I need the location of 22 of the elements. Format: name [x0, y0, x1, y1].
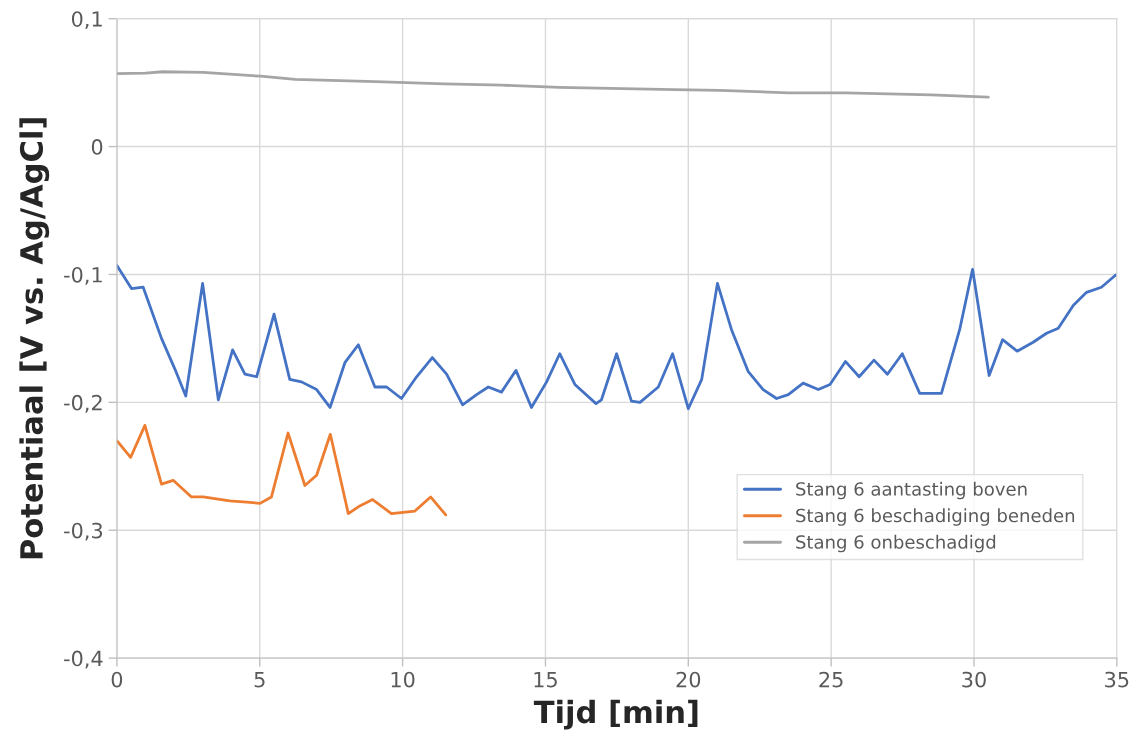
x-tick-label: 5: [254, 671, 265, 688]
y-tick-label: -0,1: [64, 266, 102, 285]
y-tick-label: 0,1: [71, 11, 102, 30]
line-series: [116, 423, 448, 517]
x-tick-label: 25: [819, 671, 843, 688]
y-tick-label: -0,4: [64, 650, 103, 669]
x-tick-label: 15: [534, 671, 557, 688]
x-axis-title: Tijd [min]: [533, 699, 698, 730]
x-tick-label: 35: [1105, 671, 1129, 688]
x-tick-label: 10: [391, 671, 415, 688]
y-tick-label: -0,2: [64, 394, 102, 413]
x-tick-label: 20: [676, 671, 701, 688]
legend-label: Stang 6 beschadiging beneden: [796, 508, 1075, 526]
y-tick-label: 0: [91, 139, 103, 155]
y-tick-label: -0,3: [64, 522, 103, 541]
x-tick-label: 30: [962, 671, 986, 688]
legend-label: Stang 6 onbeschadigd: [796, 534, 996, 553]
line-series: [116, 264, 1117, 411]
line-series: [116, 70, 990, 99]
legend-label: Stang 6 aantasting boven: [796, 481, 1027, 500]
x-tick-label: 0: [111, 671, 123, 688]
y-axis-title: Potentiaal [V vs. Ag/AgCl]: [19, 118, 50, 559]
